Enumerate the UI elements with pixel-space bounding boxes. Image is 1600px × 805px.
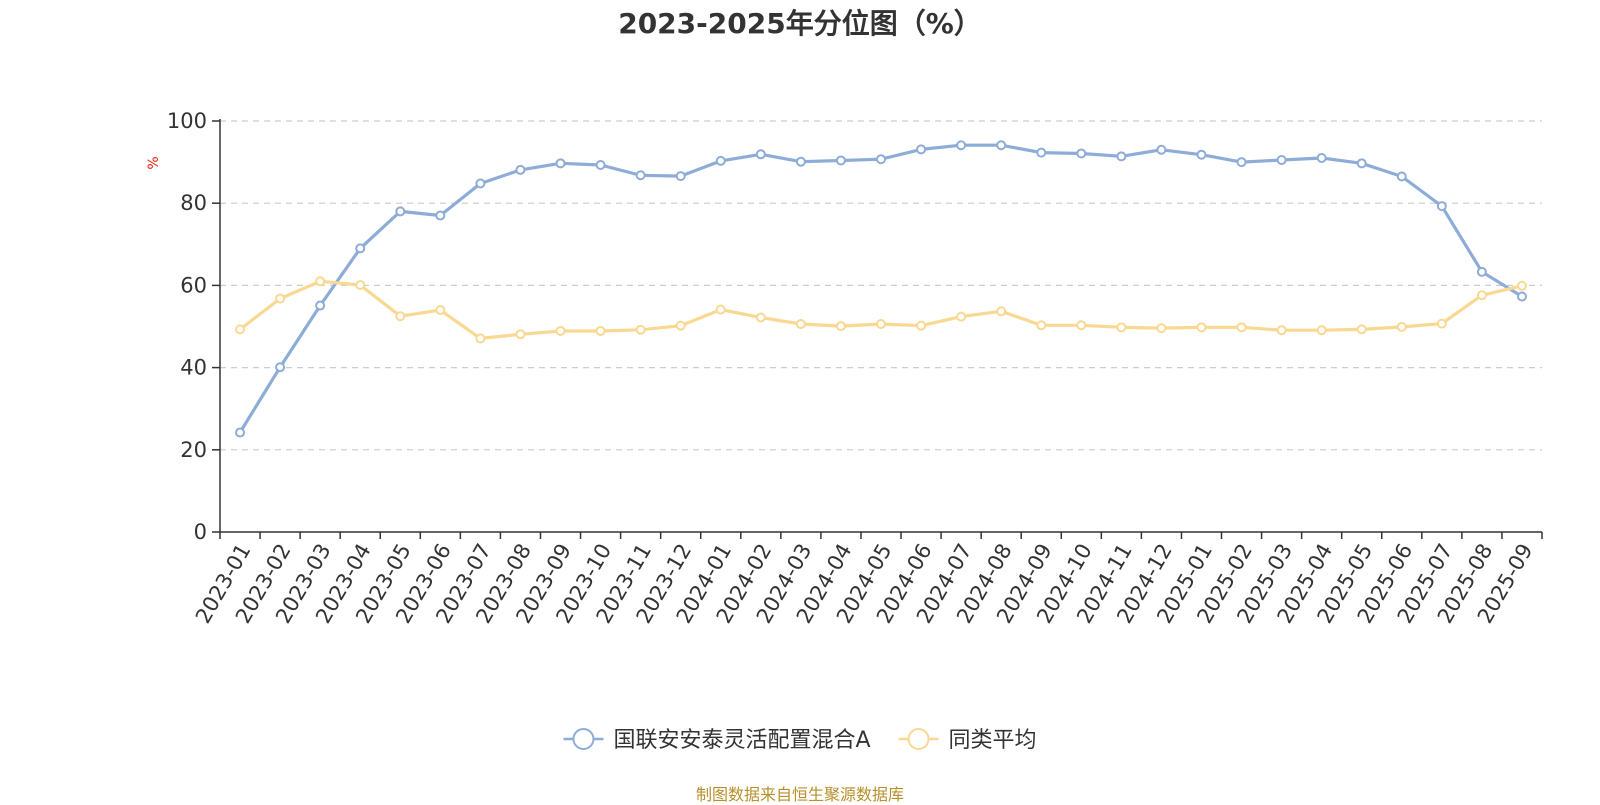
series-layer <box>235 140 1527 438</box>
data-point-1-6 <box>475 333 486 344</box>
data-point-0-11 <box>675 171 686 182</box>
data-point-1-3 <box>355 279 366 290</box>
data-point-0-27 <box>1316 152 1327 163</box>
data-point-0-4 <box>395 206 406 217</box>
data-point-1-10 <box>635 324 646 335</box>
data-point-0-9 <box>595 159 606 170</box>
series-1 <box>235 276 1527 344</box>
data-point-1-18 <box>956 311 967 322</box>
data-point-0-7 <box>515 164 526 175</box>
y-tick-label-100: 100 <box>167 109 207 133</box>
legend-item-1: 同类平均 <box>898 728 1037 753</box>
legend: 国联安安泰灵活配置混合A 同类平均 <box>563 728 1037 753</box>
legend-item-0: 国联安安泰灵活配置混合A <box>563 728 871 753</box>
data-point-1-0 <box>235 324 246 335</box>
data-point-1-1 <box>275 293 286 304</box>
data-point-1-24 <box>1196 322 1207 333</box>
y-tick-label-60: 60 <box>180 273 207 297</box>
data-point-1-30 <box>1436 318 1447 329</box>
data-point-1-13 <box>755 312 766 323</box>
data-point-1-27 <box>1316 325 1327 336</box>
series-line-1 <box>239 279 1523 340</box>
data-point-1-28 <box>1356 324 1367 335</box>
data-point-0-24 <box>1196 149 1207 160</box>
data-point-0-26 <box>1276 155 1287 166</box>
legend-label-1: 同类平均 <box>949 728 1037 753</box>
data-point-0-0 <box>235 427 246 438</box>
data-point-1-17 <box>916 320 927 331</box>
data-point-0-18 <box>956 140 967 151</box>
data-point-0-17 <box>916 144 927 155</box>
data-point-0-13 <box>755 149 766 160</box>
y-tick-label-0: 0 <box>194 520 207 544</box>
data-point-1-22 <box>1116 322 1127 333</box>
data-point-1-32 <box>1516 280 1527 291</box>
chart-title: 2023-2025年分位图（%） <box>618 7 982 40</box>
data-point-0-20 <box>1036 147 1047 158</box>
data-point-1-11 <box>675 320 686 331</box>
data-point-0-15 <box>835 155 846 166</box>
series-0 <box>235 140 1527 438</box>
data-point-0-2 <box>315 300 326 311</box>
y-tick-label-80: 80 <box>180 191 207 215</box>
data-point-1-19 <box>996 306 1007 317</box>
data-point-1-9 <box>595 326 606 337</box>
data-point-1-7 <box>515 329 526 340</box>
data-point-1-29 <box>1396 321 1407 332</box>
data-point-1-25 <box>1236 322 1247 333</box>
y-axis-label: % <box>146 156 162 169</box>
data-point-0-32 <box>1516 291 1527 302</box>
data-point-1-8 <box>555 326 566 337</box>
data-point-1-2 <box>315 276 326 287</box>
data-point-0-10 <box>635 170 646 181</box>
data-point-0-16 <box>876 154 886 165</box>
data-point-0-5 <box>435 210 446 221</box>
data-point-0-3 <box>355 243 366 254</box>
data-point-0-30 <box>1436 201 1447 212</box>
legend-marker-1 <box>907 728 930 750</box>
series-line-0 <box>238 143 1523 434</box>
data-point-1-26 <box>1276 325 1287 336</box>
data-point-1-4 <box>395 311 406 322</box>
data-point-0-23 <box>1156 144 1167 155</box>
data-point-0-22 <box>1116 151 1127 162</box>
data-point-0-14 <box>795 156 806 167</box>
data-point-1-31 <box>1476 290 1487 301</box>
data-point-0-6 <box>475 178 486 189</box>
gridlines <box>220 120 1542 451</box>
data-point-0-19 <box>996 140 1007 151</box>
data-point-0-28 <box>1356 158 1367 169</box>
data-source-note: 制图数据来自恒生聚源数据库 <box>695 785 904 804</box>
data-point-0-29 <box>1396 171 1407 182</box>
y-tick-label-40: 40 <box>180 356 207 380</box>
data-point-1-16 <box>876 319 886 330</box>
data-point-0-12 <box>715 155 726 166</box>
data-point-0-21 <box>1076 148 1087 159</box>
legend-label-0: 国联安安泰灵活配置混合A <box>613 728 870 753</box>
y-tick-labels: 0 20 40 60 80 100 <box>167 109 207 544</box>
x-tick-labels: 2023-012023-022023-032023-042023-052023-… <box>191 540 1538 628</box>
data-point-0-25 <box>1236 157 1247 168</box>
data-point-0-1 <box>275 362 286 373</box>
data-point-1-21 <box>1076 320 1087 331</box>
data-point-0-31 <box>1476 266 1487 277</box>
data-point-0-8 <box>555 158 566 169</box>
data-point-1-14 <box>795 319 806 330</box>
data-point-1-15 <box>835 321 846 332</box>
y-tick-label-20: 20 <box>180 438 207 462</box>
axes <box>212 119 1543 539</box>
data-point-1-23 <box>1156 323 1167 334</box>
legend-marker-0 <box>572 728 595 750</box>
data-point-1-20 <box>1036 320 1047 331</box>
data-point-1-5 <box>435 305 446 316</box>
data-point-1-12 <box>715 304 726 315</box>
